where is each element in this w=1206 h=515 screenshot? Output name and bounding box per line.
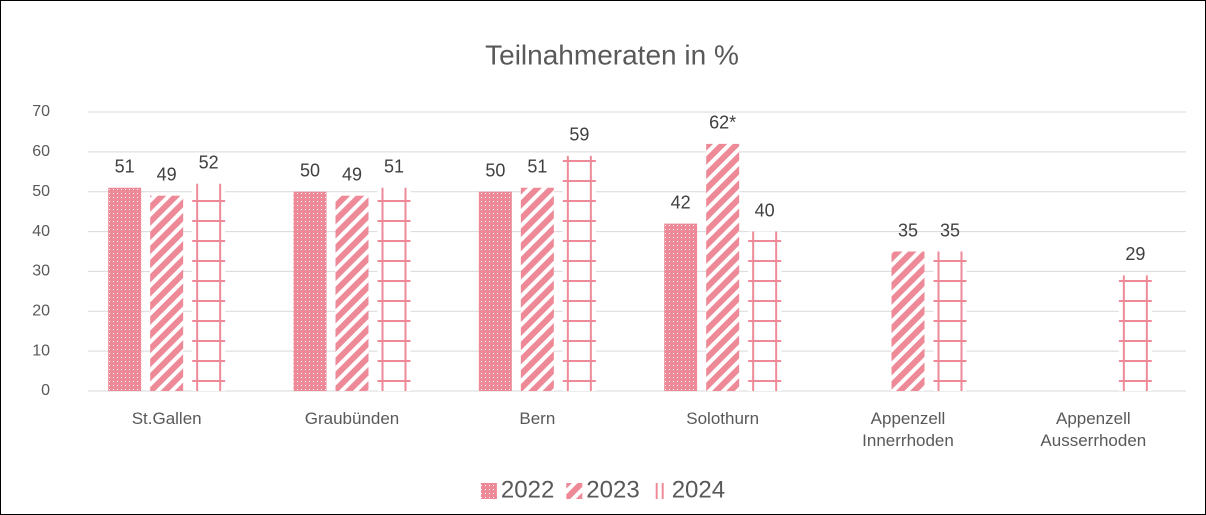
bar (293, 191, 327, 391)
legend-swatch (566, 483, 583, 499)
bar (933, 251, 967, 391)
bar (1118, 275, 1152, 391)
data-label: 59 (569, 125, 589, 145)
bar (664, 223, 698, 391)
legend-label: 2023 (586, 476, 639, 503)
y-tick-label: 20 (32, 303, 50, 320)
y-tick-label: 70 (32, 103, 50, 120)
legend-swatch (651, 483, 668, 499)
data-label: 49 (157, 164, 177, 184)
bar (706, 143, 740, 391)
bar (562, 155, 596, 391)
y-tick-label: 60 (32, 143, 50, 160)
x-tick-label: Appenzell Ausserrhoden (1040, 409, 1147, 450)
bar (520, 187, 554, 391)
data-label: 52 (199, 152, 219, 172)
bar (377, 187, 411, 391)
legend-item: 2022 (480, 476, 554, 503)
x-tick-label: Bern (519, 409, 556, 428)
y-tick-label: 40 (32, 223, 50, 240)
bar (748, 231, 782, 391)
data-label: 40 (755, 200, 775, 220)
x-tick-label: Appenzell Innerrhoden (862, 409, 954, 450)
legend-item: 2024 (651, 476, 725, 503)
bar (108, 187, 142, 391)
x-tick-label: Solothurn (686, 409, 760, 428)
y-tick-label: 0 (41, 382, 50, 399)
bar (335, 195, 369, 391)
data-label: 35 (940, 220, 960, 240)
x-tick-label: St.Gallen (131, 409, 202, 428)
data-label: 51 (115, 156, 135, 176)
data-label: 35 (898, 220, 918, 240)
data-label: 51 (527, 156, 547, 176)
legend-label: 2022 (501, 476, 554, 503)
data-label: 42 (671, 192, 691, 212)
data-label: 51 (384, 156, 404, 176)
data-label: 62* (709, 113, 736, 133)
chart-title: Teilnahmeraten in % (485, 39, 739, 70)
data-label: 50 (300, 160, 320, 180)
y-tick-label: 30 (32, 263, 50, 280)
legend-item: 2023 (566, 476, 640, 503)
bar (891, 251, 925, 391)
legend-swatch (480, 483, 497, 499)
y-tick-label: 10 (32, 342, 50, 359)
data-label: 29 (1125, 244, 1145, 264)
y-tick-label: 50 (32, 183, 50, 200)
bar (478, 191, 512, 391)
bar (150, 195, 184, 391)
x-tick-label: Graubünden (304, 409, 400, 428)
bar (192, 183, 226, 391)
data-label: 49 (342, 164, 362, 184)
data-label: 50 (485, 160, 505, 180)
legend-label: 2024 (672, 476, 725, 503)
